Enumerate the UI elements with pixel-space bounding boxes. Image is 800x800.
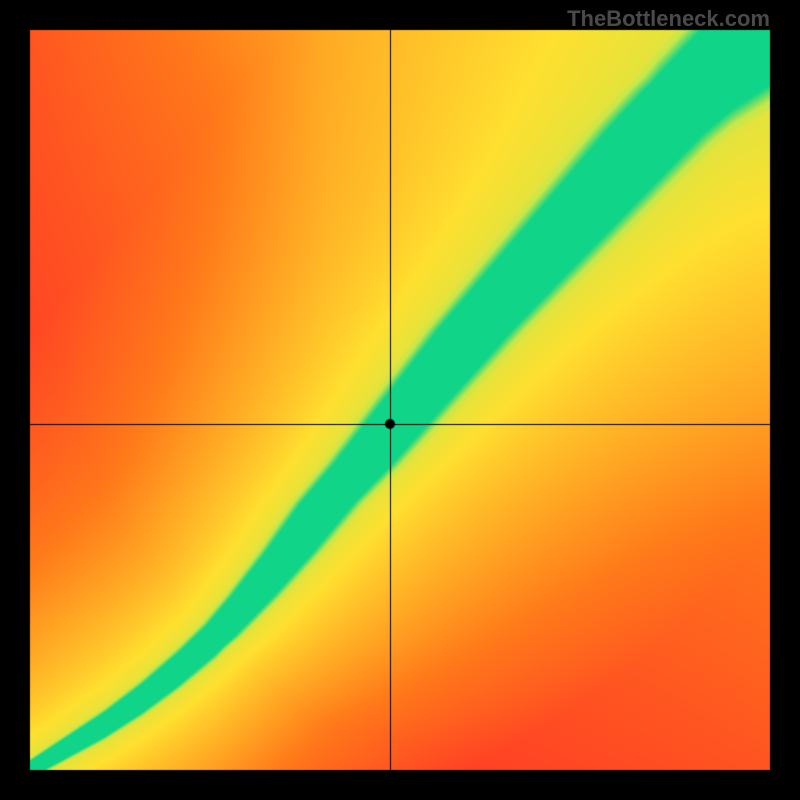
bottleneck-heatmap [0,0,800,800]
watermark-text: TheBottleneck.com [567,6,770,32]
chart-container: TheBottleneck.com [0,0,800,800]
